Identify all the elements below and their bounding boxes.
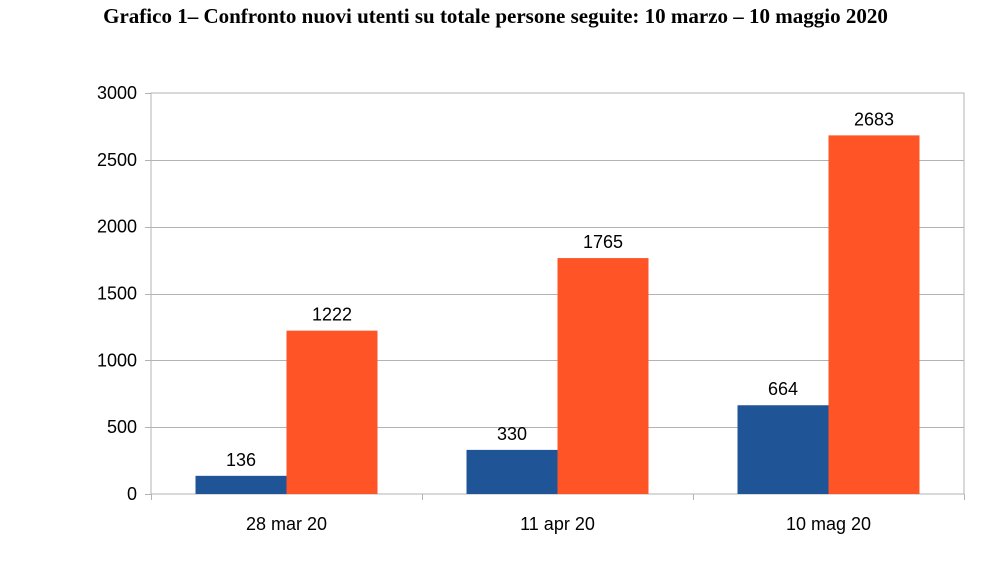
y-tick-label: 2500 bbox=[97, 150, 137, 170]
data-label: 330 bbox=[497, 424, 527, 444]
bar-series-2-2 bbox=[828, 135, 920, 495]
bar-series-1-1 bbox=[466, 449, 558, 494]
page-title: Grafico 1– Confronto nuovi utenti su tot… bbox=[103, 4, 888, 28]
y-tick-label: 0 bbox=[127, 484, 137, 504]
bar-series-2-0 bbox=[286, 330, 378, 494]
x-tick-label: 10 mag 20 bbox=[786, 514, 871, 534]
data-label: 664 bbox=[768, 379, 798, 399]
x-axis-ticks: 28 mar 20 11 apr 20 10 mag 20 bbox=[151, 494, 965, 534]
y-tick-label: 2000 bbox=[97, 217, 137, 237]
y-tick-label: 1000 bbox=[97, 350, 137, 370]
data-label: 1765 bbox=[583, 232, 623, 252]
data-label: 136 bbox=[226, 450, 256, 470]
data-labels: 136 1222 330 1765 664 2683 bbox=[226, 109, 894, 469]
y-axis-ticks: 0 500 1000 1500 2000 2500 3000 bbox=[97, 83, 151, 504]
y-tick-label: 1500 bbox=[97, 284, 137, 304]
y-tick-label: 500 bbox=[107, 417, 137, 437]
bars bbox=[195, 135, 920, 495]
data-label: 1222 bbox=[312, 305, 352, 325]
y-tick-label: 3000 bbox=[97, 83, 137, 103]
bar-series-2-1 bbox=[557, 258, 649, 494]
bar-series-1-0 bbox=[195, 475, 287, 494]
bar-series-1-2 bbox=[737, 405, 829, 494]
x-tick-label: 28 mar 20 bbox=[246, 514, 327, 534]
data-label: 2683 bbox=[854, 109, 894, 129]
x-tick-label: 11 apr 20 bbox=[520, 514, 595, 534]
